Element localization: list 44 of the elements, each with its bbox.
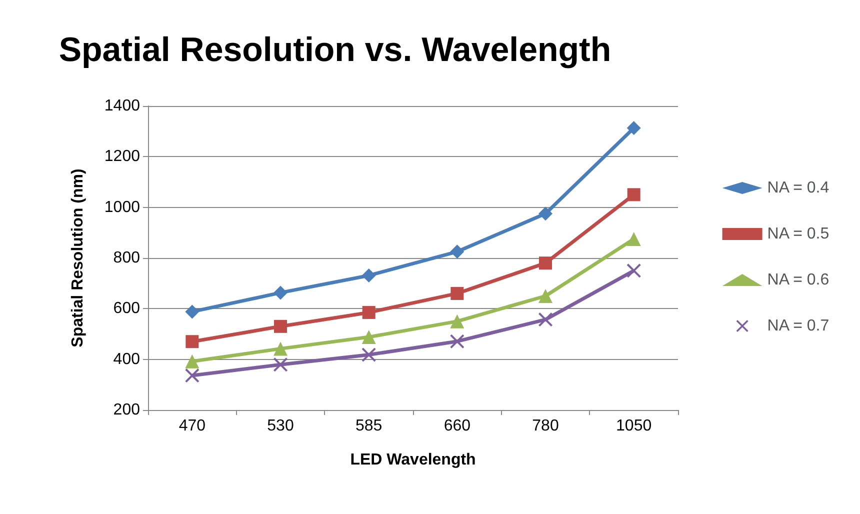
point bbox=[274, 320, 287, 333]
y-tick-label: 1000 bbox=[104, 198, 140, 216]
point bbox=[185, 368, 200, 383]
point bbox=[362, 268, 376, 282]
point bbox=[539, 256, 552, 270]
point bbox=[450, 314, 464, 328]
y-tick-label: 400 bbox=[113, 350, 140, 368]
point bbox=[538, 206, 552, 221]
x-tick-label: 470 bbox=[178, 418, 206, 434]
point bbox=[274, 342, 288, 356]
x-tick-label: 780 bbox=[532, 418, 559, 434]
point bbox=[626, 264, 641, 278]
legend-label: NA = 0.4 bbox=[767, 180, 830, 196]
x-axis-title: LED Wavelength bbox=[350, 452, 476, 468]
y-tick-label: 200 bbox=[113, 402, 140, 418]
chart-title: Spatial Resolution vs. Wavelength bbox=[58, 31, 612, 69]
legend-label: NA = 0.5 bbox=[767, 226, 830, 242]
x-tick-label: 1050 bbox=[616, 418, 652, 434]
point bbox=[186, 335, 199, 348]
y-axis-title: Spatial Resolution (nm) bbox=[70, 168, 86, 348]
y-tick-label: 1400 bbox=[104, 98, 140, 114]
x-tick-label: 660 bbox=[444, 418, 471, 434]
y-tick-label: 600 bbox=[113, 300, 140, 318]
legend-label: NA = 0.6 bbox=[767, 272, 830, 288]
point bbox=[450, 286, 464, 300]
point bbox=[274, 286, 288, 300]
point bbox=[185, 354, 200, 368]
point bbox=[450, 244, 464, 259]
point bbox=[627, 188, 640, 202]
point bbox=[450, 334, 464, 348]
point bbox=[185, 304, 200, 319]
point bbox=[362, 348, 376, 362]
x-tick-label: 530 bbox=[267, 418, 294, 434]
legend-label: NA = 0.7 bbox=[767, 318, 830, 334]
y-tick-label: 800 bbox=[113, 250, 140, 266]
point bbox=[626, 232, 641, 246]
y-tick-label: 1200 bbox=[104, 148, 140, 166]
point bbox=[538, 289, 552, 303]
point bbox=[362, 306, 376, 319]
point bbox=[274, 358, 288, 372]
point bbox=[538, 312, 552, 327]
x-tick-label: 585 bbox=[355, 418, 382, 434]
point bbox=[626, 121, 641, 136]
point bbox=[362, 330, 376, 344]
